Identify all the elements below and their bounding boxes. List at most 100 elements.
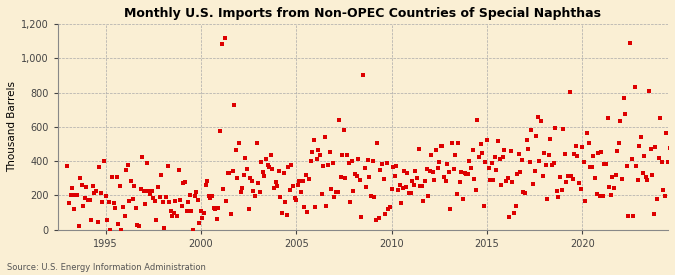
Point (154, 195, 165, 199)
Point (188, 228, 198, 232)
Point (448, 167, 459, 172)
Point (472, 118, 483, 122)
Point (229, 102, 240, 107)
Point (394, 183, 405, 187)
Point (273, 168, 284, 173)
Point (279, 200, 290, 205)
Point (601, 162, 612, 167)
Point (321, 204, 332, 208)
Point (186, 208, 197, 213)
Point (310, 205, 321, 209)
Point (637, 170, 648, 175)
Point (513, 152, 524, 156)
Point (203, 194, 214, 198)
Point (153, 185, 163, 189)
Point (663, 159, 674, 164)
Point (86, 218, 97, 222)
Point (270, 180, 281, 185)
Point (207, 194, 217, 198)
Point (75, 176, 86, 180)
Point (466, 166, 477, 171)
Point (351, 174, 362, 178)
Point (137, 155, 148, 159)
Point (230, 148, 241, 152)
Point (346, 159, 357, 163)
Point (629, 85, 640, 90)
Point (589, 175, 600, 180)
Point (378, 177, 389, 181)
Point (556, 188, 567, 192)
Point (107, 175, 117, 180)
Point (72, 193, 82, 198)
Point (242, 167, 252, 171)
Point (636, 135, 647, 139)
Point (380, 211, 391, 216)
Point (286, 163, 297, 167)
Point (302, 210, 313, 214)
Point (431, 147, 441, 152)
Point (265, 153, 276, 157)
Point (197, 215, 208, 220)
Point (227, 169, 238, 173)
Point (609, 186, 620, 190)
Point (479, 204, 489, 208)
Point (658, 188, 669, 192)
Point (297, 178, 308, 183)
Point (489, 154, 500, 159)
Point (337, 153, 348, 157)
Point (418, 199, 429, 204)
Point (615, 119, 626, 123)
Point (359, 166, 370, 170)
Point (587, 165, 597, 170)
Point (157, 200, 168, 204)
Point (144, 191, 155, 196)
Point (132, 222, 142, 227)
Point (151, 218, 162, 222)
Point (496, 182, 507, 187)
Point (521, 138, 532, 142)
Point (290, 196, 300, 200)
Point (366, 194, 377, 198)
Point (63, 201, 74, 206)
Point (550, 125, 561, 130)
Point (548, 161, 559, 165)
Point (383, 207, 394, 211)
Point (165, 208, 176, 213)
Point (200, 183, 211, 188)
Point (264, 165, 275, 170)
Point (443, 170, 454, 175)
Point (171, 213, 182, 218)
Point (634, 144, 645, 148)
Point (655, 116, 666, 121)
Point (338, 128, 349, 133)
Point (524, 160, 535, 164)
Point (167, 214, 178, 218)
Point (196, 209, 207, 213)
Point (192, 198, 203, 203)
Point (235, 190, 246, 194)
Point (593, 151, 603, 156)
Point (353, 156, 364, 161)
Point (333, 118, 344, 122)
Point (277, 210, 288, 215)
Point (435, 143, 446, 148)
Point (149, 199, 160, 203)
Point (299, 204, 310, 209)
Point (367, 159, 378, 164)
Point (510, 204, 521, 208)
Point (257, 170, 268, 174)
Point (432, 166, 443, 170)
Point (329, 195, 340, 199)
Point (442, 162, 453, 166)
Point (493, 139, 504, 143)
Point (82, 198, 93, 202)
Point (626, 157, 637, 162)
Point (429, 178, 440, 183)
Point (542, 197, 553, 202)
Point (194, 221, 205, 226)
Point (344, 161, 354, 166)
Point (647, 172, 657, 177)
Point (111, 175, 122, 179)
Point (294, 178, 305, 183)
Point (612, 149, 622, 153)
